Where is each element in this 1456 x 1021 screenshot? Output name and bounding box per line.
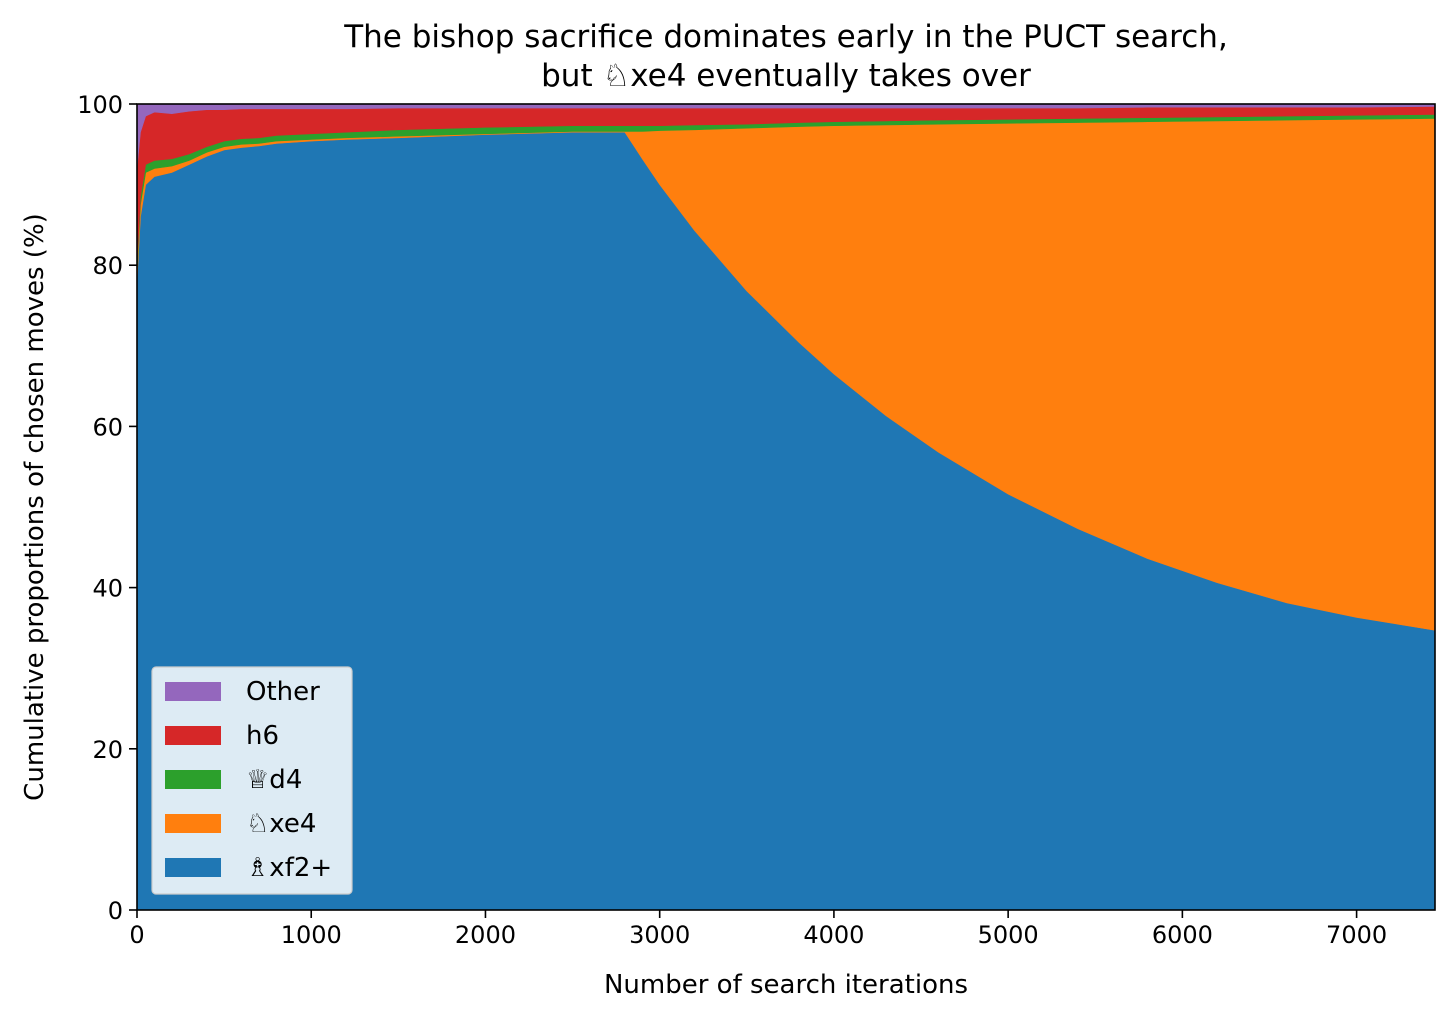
legend-swatch-xf2 bbox=[165, 858, 221, 877]
plot-frame bbox=[136, 103, 1436, 911]
x-tick-label: 5000 bbox=[978, 921, 1039, 949]
y-tick-label: 60 bbox=[92, 413, 123, 441]
x-tick-label: 6000 bbox=[1152, 921, 1213, 949]
x-tick-label: 0 bbox=[129, 921, 144, 949]
y-tick-label: 20 bbox=[92, 736, 123, 764]
legend-box bbox=[151, 666, 353, 895]
y-tick-label: 80 bbox=[92, 252, 123, 280]
chart-title-line-2: but ♘xe4 eventually takes over bbox=[541, 58, 1031, 94]
y-axis-ticks: 0 20 40 60 80 100 bbox=[77, 91, 137, 925]
y-tick-label: 40 bbox=[92, 575, 123, 603]
legend-swatch-h6 bbox=[165, 726, 221, 745]
x-tick-label: 2000 bbox=[455, 921, 516, 949]
y-tick-label: 0 bbox=[108, 897, 123, 925]
legend-swatch-other bbox=[165, 682, 221, 701]
legend-label: ♕d4 bbox=[246, 765, 302, 795]
x-tick-label: 4000 bbox=[803, 921, 864, 949]
y-tick-label: 100 bbox=[77, 91, 123, 119]
x-axis-label: Number of search iterations bbox=[604, 970, 968, 1000]
legend-label: h6 bbox=[246, 721, 279, 751]
chart-title-line-1: The bishop sacrifice dominates early in … bbox=[343, 19, 1228, 55]
y-axis-label: Cumulative proportions of chosen moves (… bbox=[20, 213, 50, 801]
legend-label: Other bbox=[246, 677, 320, 707]
x-tick-label: 7000 bbox=[1326, 921, 1387, 949]
chart-legend: Other h6 ♕d4 ♘xe4 ♗xf2+ bbox=[151, 666, 353, 895]
x-axis-ticks: 0 1000 2000 3000 4000 5000 6000 7000 bbox=[129, 910, 1387, 949]
legend-swatch-xe4 bbox=[165, 814, 221, 833]
chart-title: The bishop sacrifice dominates early in … bbox=[343, 19, 1228, 94]
x-tick-label: 3000 bbox=[629, 921, 690, 949]
x-tick-label: 1000 bbox=[281, 921, 342, 949]
legend-label: ♗xf2+ bbox=[246, 853, 332, 883]
legend-label: ♘xe4 bbox=[246, 809, 316, 839]
legend-swatch-d4 bbox=[165, 770, 221, 789]
